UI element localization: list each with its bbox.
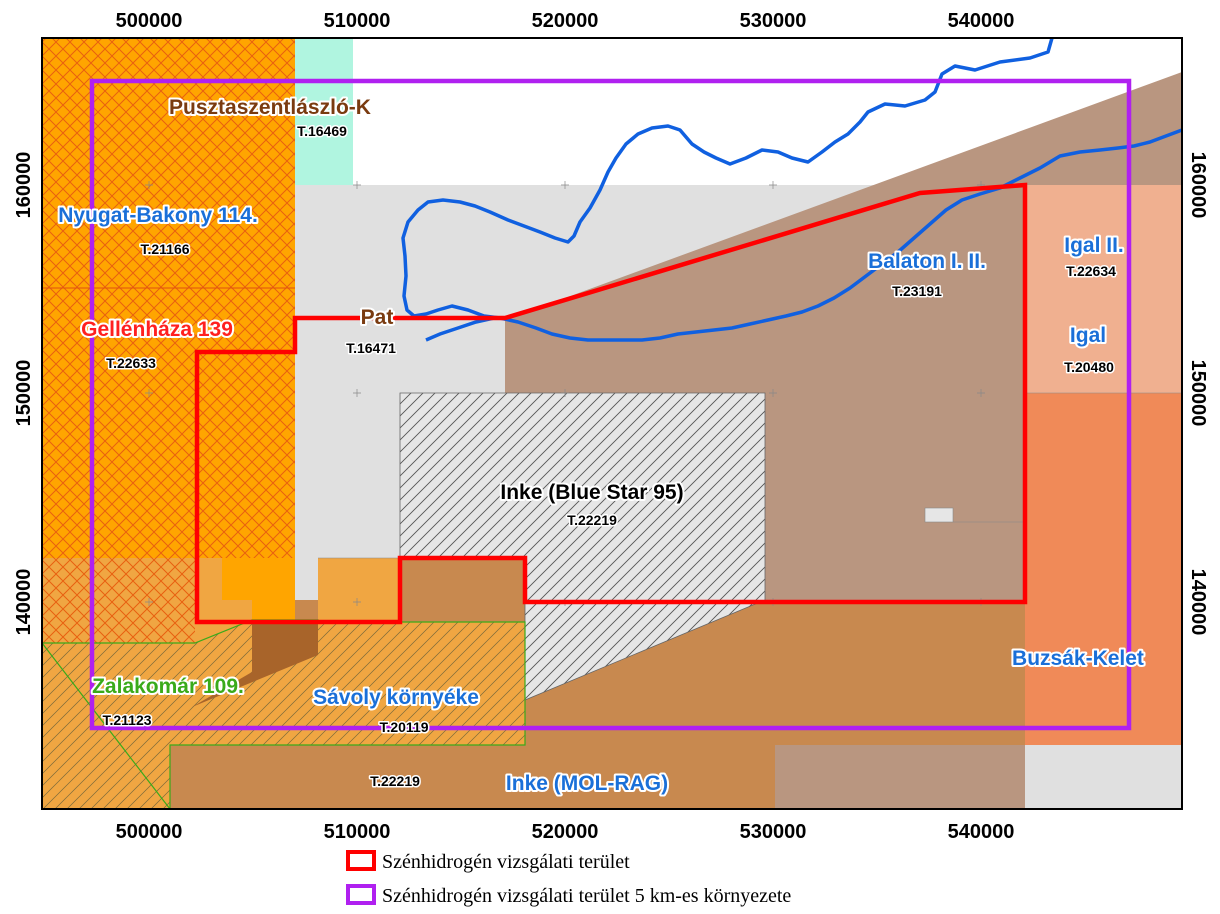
y-axis-right: 160000 150000 140000 (1187, 152, 1209, 636)
x-tick-bottom-4: 530000 (740, 821, 807, 843)
area-zalakomar-outline (42, 619, 526, 809)
y-axis-left: 160000 150000 140000 (13, 152, 35, 636)
x-tick-top-1: 500000 (116, 10, 183, 32)
x-tick-bottom-2: 510000 (324, 821, 391, 843)
legend-swatch-buffer (346, 884, 376, 905)
label-igal-ii: Igal II. (1064, 234, 1124, 257)
label-savoly: Sávoly környéke (313, 686, 479, 709)
x-tick-bottom-3: 520000 (532, 821, 599, 843)
code-gellenhaza: T.22633 (106, 355, 156, 371)
area-zalakomar-hatch2 (42, 620, 525, 809)
label-gellenhaza: Gellénháza 139 (81, 318, 233, 341)
area-wedge (192, 622, 318, 707)
label-balaton: Balaton I. II. (868, 250, 986, 273)
study-area-outline (194, 182, 1028, 625)
legend-label-study-area: Szénhidrogén vizsgálati terület (382, 851, 630, 873)
x-tick-top-5: 540000 (948, 10, 1015, 32)
code-savoly: T.20119 (379, 719, 428, 735)
x-tick-bottom-5: 540000 (948, 821, 1015, 843)
buffer-5km-outline (89, 78, 1132, 731)
x-axis-top: 500000 510000 520000 530000 540000 (116, 10, 1015, 32)
y-tick-right-3: 140000 (1187, 569, 1209, 636)
code-balaton: T.23191 (892, 283, 942, 299)
label-pat: Pat (361, 306, 394, 329)
area-zalakomar-hatch (42, 558, 195, 643)
code-pat: T.16471 (346, 340, 396, 356)
small-grey-box (924, 507, 954, 523)
area-west-hatch (42, 38, 295, 558)
y-tick-left-3: 140000 (13, 569, 35, 636)
legend-swatch-study-area (346, 850, 376, 871)
lake-shore-line (401, 38, 1182, 342)
code-igal: T.20480 (1064, 359, 1114, 375)
y-tick-left-2: 150000 (13, 360, 35, 427)
code-zalakomar: T.21123 (102, 712, 151, 728)
x-tick-top-3: 520000 (532, 10, 599, 32)
area-igal (1025, 185, 1182, 393)
map-areas (42, 38, 1182, 809)
x-tick-top-2: 510000 (324, 10, 391, 32)
code-nyugat-bakony: T.21166 (140, 241, 189, 257)
y-tick-right-1: 160000 (1187, 152, 1209, 219)
x-axis-bottom: 500000 510000 520000 530000 540000 (116, 821, 1015, 843)
label-buzsak-kelet: Buzsák-Kelet (1012, 647, 1144, 670)
area-buzsak-kelet (1025, 393, 1182, 745)
label-zalakomar: Zalakomár 109. (92, 675, 244, 698)
code-inke-bluestar: T.22219 (567, 512, 617, 528)
map-frame (41, 37, 1183, 810)
code-igal-ii: T.22634 (1066, 263, 1116, 279)
y-tick-right-2: 150000 (1187, 360, 1209, 427)
label-nyugat-bakony: Nyugat-Bakony 114. (58, 204, 258, 227)
label-pusztaszentlaszlo: Pusztaszentlászló-K (169, 96, 371, 119)
y-tick-left-1: 160000 (13, 152, 35, 219)
label-inke-bluestar: Inke (Blue Star 95) (500, 481, 683, 504)
code-inke-mol: T.22219 (370, 773, 420, 789)
code-pusztaszentlaszlo: T.16469 (297, 123, 347, 139)
x-tick-top-4: 530000 (740, 10, 807, 32)
label-igal: Igal (1070, 324, 1106, 347)
area-labels: Pusztaszentlászló-K T.16469 Nyugat-Bakon… (56, 94, 1146, 797)
legend-label-buffer: Szénhidrogén vizsgálati terület 5 km-es … (382, 885, 791, 907)
legend: Szénhidrogén vizsgálati terület Szénhidr… (346, 850, 791, 907)
lake-shore-inner (425, 316, 495, 342)
label-inke-mol: Inke (MOL-RAG) (506, 772, 668, 795)
x-tick-bottom-1: 500000 (116, 821, 183, 843)
area-pusztaszentlaszlo (295, 38, 353, 185)
